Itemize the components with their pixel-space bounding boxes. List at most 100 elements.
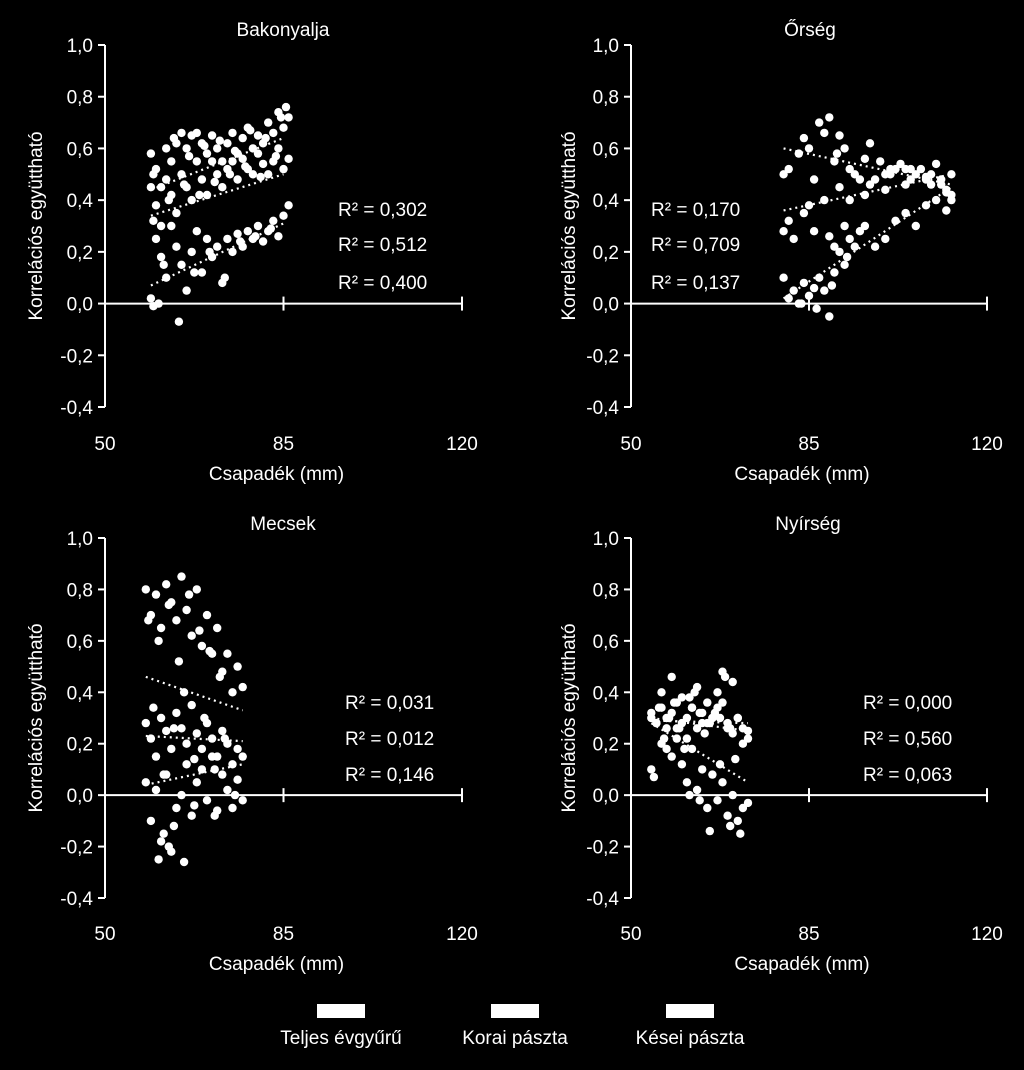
data-point [274, 232, 283, 241]
y-axis-label: Korrelációs együttható [559, 131, 580, 320]
data-point [835, 247, 844, 257]
data-point [238, 133, 247, 143]
data-point [845, 164, 854, 174]
r-squared-label: R² = 0,400 [338, 273, 427, 294]
data-point [184, 590, 194, 599]
data-point [799, 278, 809, 288]
data-point [685, 693, 694, 702]
data-point [258, 159, 268, 169]
data-point [174, 657, 184, 666]
y-tick-label: 0,2 [593, 735, 619, 756]
data-point [830, 242, 839, 251]
data-point [164, 842, 173, 851]
y-tick-label: 1,0 [67, 529, 93, 550]
data-point [238, 682, 247, 692]
data-point [743, 726, 753, 736]
data-point [876, 157, 885, 166]
data-point [662, 724, 671, 733]
y-tick-label: -0,2 [60, 346, 93, 367]
data-point [154, 855, 163, 864]
data-point [177, 572, 186, 581]
y-tick-label: 0,6 [67, 139, 93, 160]
data-point [177, 128, 186, 138]
data-point [187, 811, 196, 820]
data-point [182, 144, 191, 153]
data-point [233, 175, 242, 184]
data-point [192, 227, 201, 236]
data-point [279, 123, 288, 132]
data-point [799, 208, 809, 218]
data-point [695, 708, 704, 718]
data-point [169, 133, 179, 143]
data-point [937, 180, 946, 189]
data-point [682, 734, 692, 743]
data-point [685, 790, 694, 800]
x-tick-label: 85 [273, 924, 294, 945]
y-axis-label: Korrelációs együttható [559, 623, 580, 812]
data-point [177, 260, 186, 269]
data-point [690, 688, 699, 697]
data-point [248, 144, 258, 153]
data-point [647, 765, 656, 774]
data-point [881, 234, 890, 244]
data-point [845, 195, 854, 205]
data-point [195, 626, 204, 635]
data-point [215, 136, 224, 145]
data-point [657, 688, 666, 697]
x-tick-label: 85 [798, 434, 819, 455]
data-point [151, 752, 161, 761]
data-point [667, 752, 676, 761]
data-point [274, 144, 283, 153]
data-point [845, 234, 854, 244]
data-point [947, 190, 956, 200]
data-point [705, 826, 714, 836]
data-point [233, 229, 242, 238]
r-squared-label: R² = 0,560 [863, 729, 952, 750]
data-point [855, 175, 865, 184]
data-point [167, 157, 176, 166]
x-tick-label: 50 [94, 924, 115, 945]
data-point [151, 785, 161, 795]
data-point [177, 724, 186, 733]
data-point [162, 175, 171, 184]
data-point [177, 790, 186, 800]
data-point [703, 803, 712, 813]
data-point [692, 785, 702, 795]
data-point [159, 260, 168, 269]
data-point [916, 164, 926, 174]
data-point [162, 273, 171, 282]
data-point [784, 216, 793, 225]
data-point [149, 216, 158, 225]
data-point [200, 141, 209, 150]
data-point [172, 208, 181, 218]
data-point [279, 211, 288, 220]
x-axis-label: Csapadék (mm) [209, 464, 344, 485]
data-point [172, 242, 181, 251]
data-point [192, 128, 201, 138]
series-kesei-paszta [779, 190, 956, 321]
data-point [228, 688, 237, 697]
data-point [931, 195, 941, 205]
panel-nyirseg: 1,0 0,8 0,6 0,4 0,2 0,0 -0,2 -0,450 85 120 Nyírség… [559, 514, 1003, 975]
data-point [835, 183, 844, 192]
data-point [728, 790, 737, 800]
data-point [151, 234, 161, 244]
y-tick-label: 0,2 [67, 243, 93, 264]
data-point [809, 283, 819, 293]
data-point [213, 144, 222, 153]
data-point [169, 724, 179, 733]
data-point [162, 726, 171, 736]
data-point [233, 662, 242, 671]
data-point [218, 183, 227, 192]
data-point [192, 778, 201, 787]
data-point [723, 811, 732, 820]
data-point [233, 744, 242, 754]
chart-title: Őrség [784, 19, 836, 41]
data-point [779, 170, 788, 179]
legend-swatch-kesei-paszta [666, 1004, 714, 1018]
data-point [733, 713, 742, 723]
data-point [804, 291, 814, 300]
data-point [261, 133, 270, 143]
data-point [202, 149, 212, 158]
data-point [146, 294, 156, 303]
